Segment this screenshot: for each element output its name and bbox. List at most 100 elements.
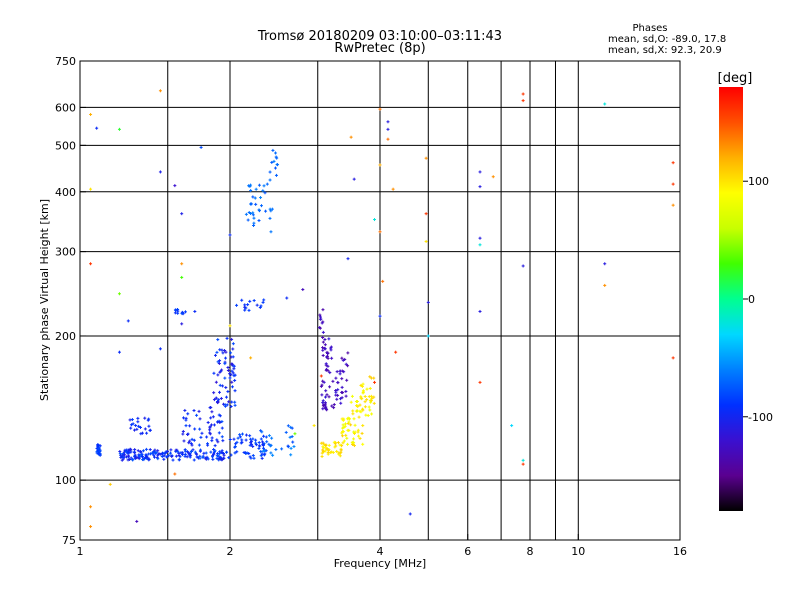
data-point xyxy=(181,451,185,455)
data-point xyxy=(478,380,482,384)
data-point xyxy=(340,434,344,438)
data-point xyxy=(341,391,345,395)
data-point xyxy=(167,453,171,457)
data-point xyxy=(209,423,213,427)
data-point xyxy=(219,396,223,400)
y-axis: 75 100 200 300 400 500 600 750 xyxy=(55,55,86,547)
data-point xyxy=(223,348,227,352)
data-point xyxy=(192,458,196,462)
data-point xyxy=(319,317,323,321)
data-point xyxy=(141,458,145,462)
data-point xyxy=(249,441,253,445)
data-point xyxy=(223,376,227,380)
data-point xyxy=(378,314,382,318)
data-point xyxy=(213,353,217,357)
data-point xyxy=(148,428,152,432)
data-point xyxy=(216,338,220,342)
data-point xyxy=(272,159,276,163)
data-point xyxy=(147,424,151,428)
data-point xyxy=(158,89,162,93)
data-point xyxy=(323,347,327,351)
data-point xyxy=(361,442,365,446)
data-point xyxy=(280,447,284,451)
data-point xyxy=(117,127,121,131)
data-point xyxy=(269,230,273,234)
data-point xyxy=(351,412,355,416)
data-point xyxy=(201,455,205,459)
data-point xyxy=(250,202,254,206)
data-point xyxy=(260,452,264,456)
data-point xyxy=(352,441,356,445)
data-point xyxy=(255,303,259,307)
data-point xyxy=(323,343,327,347)
data-point xyxy=(243,305,247,309)
data-point xyxy=(268,207,272,211)
y-tick-label: 600 xyxy=(55,101,76,114)
data-point xyxy=(346,257,350,261)
data-point xyxy=(197,443,201,447)
data-point xyxy=(270,436,274,440)
data-point xyxy=(365,398,369,402)
data-point xyxy=(230,385,234,389)
data-point xyxy=(146,418,150,422)
data-point xyxy=(327,337,331,341)
data-point xyxy=(135,519,139,523)
data-point xyxy=(254,441,258,445)
x-tick-label: 10 xyxy=(571,545,585,558)
data-point xyxy=(184,418,188,422)
data-point xyxy=(251,195,255,199)
data-point xyxy=(324,389,328,393)
data-point xyxy=(322,380,326,384)
data-point xyxy=(206,443,210,447)
data-point xyxy=(259,454,263,458)
data-point xyxy=(339,448,343,452)
data-point xyxy=(286,424,290,428)
data-point xyxy=(251,213,255,217)
data-point xyxy=(211,415,215,419)
data-point xyxy=(260,456,264,460)
data-point xyxy=(339,397,343,401)
data-point xyxy=(252,299,256,303)
data-point xyxy=(478,185,482,189)
data-point xyxy=(321,346,325,350)
data-point xyxy=(342,439,346,443)
data-point xyxy=(210,436,214,440)
stats-line-x: mean, sd,X: 92.3, 20.9 xyxy=(608,45,722,56)
data-point xyxy=(191,448,195,452)
data-point xyxy=(372,401,376,405)
data-point xyxy=(249,183,253,187)
data-point xyxy=(217,361,221,365)
data-point xyxy=(350,394,354,398)
data-point xyxy=(140,431,144,435)
data-point xyxy=(180,312,184,316)
data-point xyxy=(346,364,350,368)
data-point xyxy=(603,102,607,106)
data-point xyxy=(324,355,328,359)
data-point xyxy=(230,337,234,341)
data-point xyxy=(265,440,269,444)
data-point xyxy=(156,457,160,461)
data-point xyxy=(270,160,274,164)
data-point xyxy=(491,175,495,179)
data-point xyxy=(252,223,256,227)
data-point xyxy=(190,443,194,447)
data-point xyxy=(139,432,143,436)
data-point xyxy=(129,423,133,427)
data-point xyxy=(131,422,135,426)
data-point xyxy=(369,399,373,403)
data-point xyxy=(349,423,353,427)
data-point xyxy=(169,448,173,452)
data-point xyxy=(247,452,251,456)
data-point xyxy=(162,451,166,455)
data-point xyxy=(181,429,185,433)
data-point xyxy=(368,386,372,390)
data-point xyxy=(239,441,243,445)
data-point xyxy=(342,417,346,421)
data-point xyxy=(121,455,125,459)
data-point xyxy=(129,426,133,430)
data-point xyxy=(235,303,239,307)
data-point xyxy=(199,435,203,439)
data-point xyxy=(169,451,173,455)
stats-line-o: mean, sd,O: -89.0, 17.8 xyxy=(608,34,726,45)
data-point xyxy=(354,399,358,403)
